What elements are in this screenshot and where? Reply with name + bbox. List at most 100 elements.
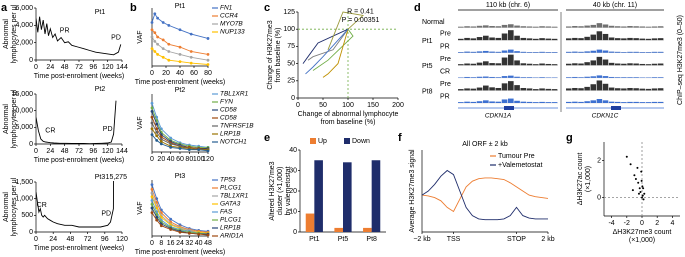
signal-bar: [608, 51, 615, 53]
signal-bar: [657, 63, 664, 66]
signal-bar: [464, 88, 470, 91]
signal-bar: [501, 33, 508, 41]
marker: [159, 224, 163, 228]
signal-bar: [651, 51, 658, 53]
signal-bar: [533, 26, 539, 28]
marker: [155, 218, 159, 222]
line: [327, 11, 364, 50]
marker: [167, 50, 171, 53]
signal-bar: [651, 38, 658, 41]
y-tick-label: 0: [29, 57, 33, 64]
y-tick-label: 0: [29, 141, 33, 148]
signal-bar: [621, 63, 627, 66]
marker: [187, 231, 191, 235]
signal-bar: [596, 80, 603, 91]
legend-label: PLCG1: [220, 185, 242, 192]
legend-label: TP53: [220, 177, 236, 184]
x-tick-label: 96: [101, 236, 109, 243]
signal-bar: [566, 63, 572, 66]
signal-bar: [584, 76, 590, 78]
x-tick-label: 20: [157, 156, 165, 163]
track-label: Pre: [440, 81, 451, 88]
signal-bar: [458, 52, 464, 53]
axis-label: Average H3K27me3 signal: [409, 149, 416, 233]
marker: [159, 137, 163, 141]
point: [636, 166, 639, 169]
signal-bar: [539, 63, 545, 66]
signal-bar: [645, 52, 652, 53]
marker: [161, 55, 165, 59]
x-tick-label: -2: [624, 220, 630, 227]
signal-bar: [476, 101, 483, 103]
signal-bar: [608, 101, 615, 103]
annotation: PD: [101, 211, 111, 218]
signal-bar: [501, 57, 508, 66]
marker: [206, 63, 210, 66]
marker: [150, 110, 154, 113]
marker: [169, 136, 173, 140]
point: [637, 181, 640, 184]
line: [152, 12, 208, 39]
line: [152, 29, 208, 55]
marker: [150, 21, 154, 24]
signal-bar: [584, 101, 590, 103]
bar: [363, 227, 372, 232]
signal-bar: [633, 26, 639, 28]
x-tick-label: 72: [75, 148, 83, 155]
x-tick-label: 0: [34, 148, 38, 155]
x-tick-label: STOP: [507, 236, 526, 243]
y-tick-label: 2: [597, 157, 601, 164]
axis-label: Time post-enrolment (weeks): [34, 245, 124, 252]
annotation: PD: [111, 35, 121, 42]
signal-bar: [514, 76, 520, 78]
marker: [178, 60, 182, 64]
signal-bar: [627, 77, 633, 78]
y-tick-label: 0: [597, 194, 601, 201]
marker: [150, 28, 154, 32]
signal-bar: [539, 26, 545, 28]
signal-bar: [470, 88, 477, 91]
signal-bar: [584, 36, 590, 41]
x-tick-label: 40: [176, 70, 184, 77]
line: [36, 16, 122, 56]
panel-label: a: [1, 2, 8, 14]
axis-label: Time post-enrolment (weeks): [34, 73, 124, 80]
marker: [169, 217, 173, 221]
marker: [187, 148, 191, 152]
signal-bar: [651, 63, 658, 66]
signal-bar: [578, 26, 584, 28]
signal-bar: [578, 38, 584, 41]
signal-bar: [489, 51, 495, 53]
point: [629, 163, 632, 166]
y-axis-label: ChIP–seq H3K27me3 (0–50): [677, 15, 684, 105]
marker: [150, 202, 154, 206]
legend-label: NOTCH1: [220, 139, 247, 146]
signal-bar: [489, 37, 495, 41]
signal-bar: [572, 87, 578, 91]
signal-bar: [533, 64, 539, 66]
marker: [197, 148, 201, 152]
signal-bar: [657, 51, 664, 53]
legend-label: Down: [352, 138, 370, 145]
x-tick-label: 40: [195, 240, 203, 247]
signal-bar: [645, 102, 652, 103]
marker: [159, 140, 163, 143]
x-tick-label: 48: [61, 148, 69, 155]
point: [640, 179, 643, 182]
signal-bar: [566, 26, 572, 28]
signal-bar: [645, 64, 652, 66]
signal-bar: [572, 76, 578, 78]
x-tick-label: 2 kb: [541, 236, 554, 243]
signal-bar: [608, 76, 615, 78]
x-tick-label: 24: [46, 64, 54, 71]
line: [152, 117, 208, 151]
x-tick-label: 60: [176, 156, 184, 163]
legend-label: MYO7B: [220, 21, 243, 28]
signal-bar: [627, 51, 633, 53]
signal-bar: [476, 62, 483, 66]
axis-label: Time post-enrolment (weeks): [34, 157, 124, 164]
annotation: PR: [60, 28, 70, 35]
signal-bar: [551, 52, 558, 53]
signal-bar: [657, 77, 664, 78]
signal-bar: [476, 25, 483, 28]
